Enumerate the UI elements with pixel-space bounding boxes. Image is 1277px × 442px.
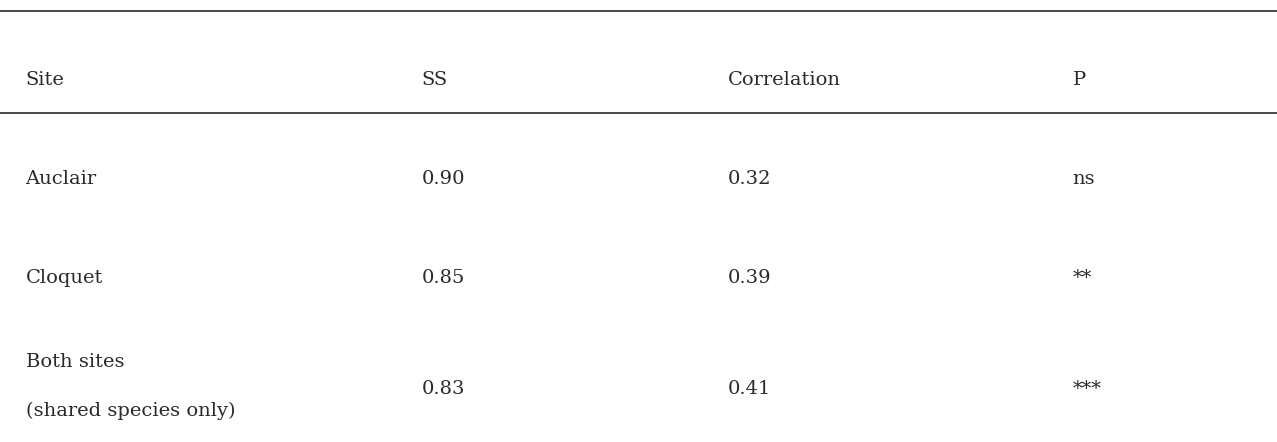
Text: Both sites: Both sites (26, 354, 124, 371)
Text: SS: SS (421, 71, 447, 88)
Text: ns: ns (1073, 170, 1096, 188)
Text: 0.39: 0.39 (728, 270, 771, 287)
Text: Site: Site (26, 71, 64, 88)
Text: Auclair: Auclair (26, 170, 97, 188)
Text: 0.90: 0.90 (421, 170, 465, 188)
Text: Correlation: Correlation (728, 71, 840, 88)
Text: **: ** (1073, 270, 1092, 287)
Text: 0.83: 0.83 (421, 380, 465, 398)
Text: 0.32: 0.32 (728, 170, 771, 188)
Text: (shared species only): (shared species only) (26, 402, 235, 420)
Text: ***: *** (1073, 380, 1102, 398)
Text: 0.41: 0.41 (728, 380, 771, 398)
Text: Cloquet: Cloquet (26, 270, 103, 287)
Text: P: P (1073, 71, 1085, 88)
Text: 0.85: 0.85 (421, 270, 465, 287)
